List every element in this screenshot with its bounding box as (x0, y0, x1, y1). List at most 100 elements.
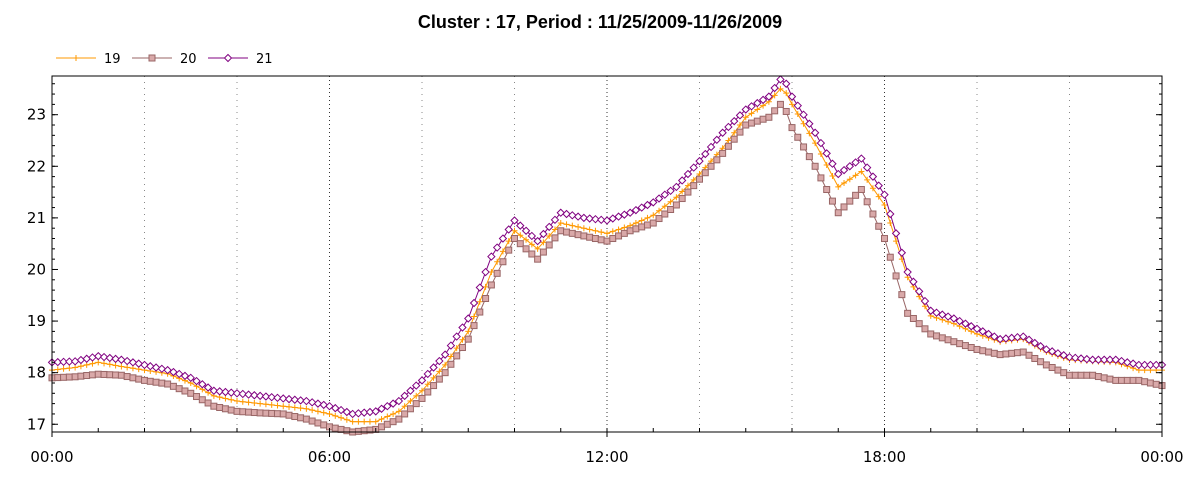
data-point (516, 221, 525, 230)
plot-frame (51, 75, 1163, 433)
data-point (805, 153, 813, 161)
data-point (267, 392, 276, 402)
data-point (233, 407, 241, 415)
data-point (787, 92, 797, 101)
data-point (1071, 353, 1080, 363)
data-point (163, 365, 172, 375)
data-point (320, 409, 327, 416)
data-point (984, 329, 993, 339)
data-point (297, 405, 304, 412)
data-point (1076, 354, 1086, 363)
data-point (598, 229, 605, 236)
data-point (73, 55, 79, 61)
data-point (70, 357, 80, 366)
data-point (244, 390, 253, 399)
data-point (198, 396, 206, 404)
data-point (609, 228, 616, 235)
data-point (309, 407, 316, 414)
data-point (504, 225, 513, 234)
data-point (440, 350, 450, 359)
data-point (66, 365, 73, 372)
y-tick-label: 20 (27, 260, 46, 278)
y-tick-label: 21 (27, 209, 46, 227)
data-point (799, 110, 808, 119)
data-point (533, 236, 542, 246)
data-point (1008, 349, 1016, 357)
data-point (424, 381, 431, 388)
data-point (863, 198, 871, 206)
data-point (828, 197, 836, 205)
data-point (482, 295, 490, 302)
data-point (915, 320, 923, 328)
data-point (106, 361, 113, 368)
data-point (228, 396, 235, 403)
data-point (401, 410, 409, 418)
data-point (1141, 378, 1149, 386)
data-point (343, 427, 351, 435)
data-point (302, 415, 310, 423)
data-point (881, 201, 888, 208)
data-point (921, 325, 929, 333)
legend: 19 20 21 (56, 52, 273, 67)
data-point (985, 348, 993, 356)
data-point (891, 229, 901, 238)
data-point (499, 248, 506, 255)
series-group (47, 75, 1167, 436)
data-point (1094, 355, 1103, 364)
y-tick-label: 18 (27, 364, 46, 382)
data-point (615, 226, 622, 233)
data-point (753, 98, 762, 108)
data-point (71, 373, 79, 381)
data-point (649, 219, 657, 227)
data-point (383, 420, 391, 428)
data-point (528, 250, 536, 258)
data-point (568, 229, 576, 237)
data-point (280, 403, 287, 410)
legend-item-20: 20 (132, 52, 197, 67)
data-point (562, 209, 571, 219)
data-point (146, 362, 155, 371)
data-point (828, 159, 837, 168)
data-point (615, 232, 623, 240)
data-point (452, 332, 461, 341)
data-point (788, 124, 796, 132)
data-point (135, 375, 143, 383)
data-point (684, 188, 692, 196)
data-point (256, 409, 264, 417)
data-point (667, 198, 674, 205)
data-point (157, 364, 167, 374)
data-point (128, 358, 138, 367)
data-point (650, 212, 657, 219)
data-point (956, 340, 964, 348)
data-point (193, 393, 201, 401)
data-point (122, 356, 132, 366)
data-point (1106, 375, 1114, 383)
data-point (221, 387, 230, 397)
data-point (517, 232, 524, 239)
data-point (223, 53, 233, 63)
data-point (938, 334, 946, 342)
data-point (608, 214, 617, 223)
data-point (864, 176, 871, 183)
axes: 17 18 19 20 21 22 23 00:00 06:00 12:00 18:00 00:00 (27, 83, 1184, 466)
y-tick-label: 23 (27, 106, 46, 124)
data-point (458, 344, 466, 352)
data-point (105, 353, 115, 363)
data-point (563, 228, 571, 236)
data-point (649, 198, 658, 207)
legend-label: 19 (104, 52, 121, 67)
data-point (886, 253, 894, 261)
data-point (546, 232, 553, 239)
data-point (117, 355, 126, 364)
data-point (65, 373, 73, 381)
data-point (174, 369, 184, 379)
data-point (388, 399, 398, 408)
data-point (887, 220, 894, 227)
data-point (366, 418, 373, 425)
data-point (667, 206, 675, 213)
data-point (585, 214, 594, 223)
data-point (794, 133, 802, 141)
data-point (990, 332, 999, 341)
data-point (909, 277, 918, 286)
series-line (51, 88, 1162, 423)
